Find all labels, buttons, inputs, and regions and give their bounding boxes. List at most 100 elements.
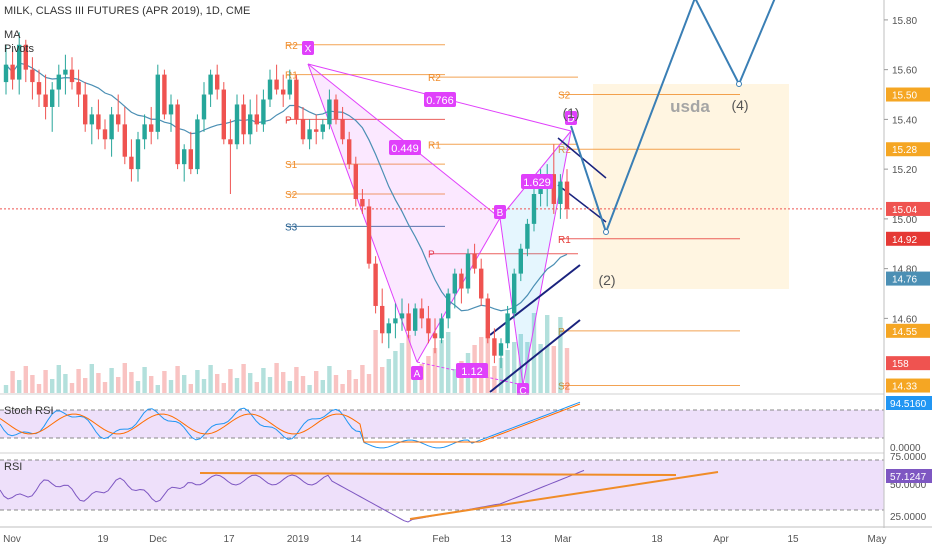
rsi-title[interactable]: RSI	[4, 461, 22, 473]
candle-body[interactable]	[36, 82, 42, 95]
candle-body[interactable]	[294, 79, 299, 120]
candle-body[interactable]	[300, 119, 306, 140]
candle-body[interactable]	[287, 79, 292, 95]
candle-body[interactable]	[333, 99, 339, 120]
candle-body[interactable]	[175, 104, 180, 165]
candle-body[interactable]	[195, 119, 200, 170]
volume-bar	[50, 379, 55, 393]
candle-body[interactable]	[102, 129, 108, 140]
candle-body[interactable]	[83, 94, 88, 125]
candle-body[interactable]	[452, 273, 457, 294]
candle-body[interactable]	[142, 124, 147, 140]
candle-body[interactable]	[17, 44, 22, 80]
volume-bar	[360, 365, 365, 393]
candle-body[interactable]	[23, 44, 28, 70]
candle-body[interactable]	[234, 104, 240, 145]
candle-body[interactable]	[96, 114, 101, 130]
candle-body[interactable]	[89, 114, 94, 125]
candle-body[interactable]	[215, 74, 220, 90]
candle-body[interactable]	[459, 273, 464, 289]
candle-body[interactable]	[531, 194, 537, 224]
candle-body[interactable]	[538, 189, 543, 195]
candle-body[interactable]	[281, 89, 286, 95]
candle-body[interactable]	[386, 323, 391, 334]
candle-body[interactable]	[551, 174, 556, 204]
candle-body[interactable]	[116, 114, 121, 125]
candle-body[interactable]	[465, 253, 471, 289]
ma-indicator-label[interactable]: MA	[4, 29, 21, 41]
candle-body[interactable]	[373, 263, 378, 306]
candle-body[interactable]	[360, 198, 365, 207]
candle-body[interactable]	[76, 82, 81, 95]
candle-body[interactable]	[340, 119, 345, 140]
candle-body[interactable]	[380, 305, 385, 334]
candle-body[interactable]	[241, 104, 246, 135]
candle-body[interactable]	[314, 129, 319, 132]
time-label: Mar	[554, 534, 572, 545]
candle-body[interactable]	[135, 139, 141, 170]
candle-body[interactable]	[353, 164, 358, 199]
candle-body[interactable]	[327, 99, 332, 125]
candle-body[interactable]	[479, 268, 484, 299]
candle-body[interactable]	[564, 181, 570, 209]
candle-body[interactable]	[366, 206, 372, 264]
stoch-rsi-title[interactable]: Stoch RSI	[4, 405, 54, 417]
candle-body[interactable]	[518, 248, 523, 274]
candle-body[interactable]	[43, 94, 48, 107]
candle-body[interactable]	[188, 149, 193, 170]
candle-body[interactable]	[129, 156, 134, 170]
candle-body[interactable]	[558, 181, 563, 204]
candle-body[interactable]	[69, 69, 75, 83]
candle-body[interactable]	[63, 69, 68, 75]
price-axis[interactable]: 15.80 15.60 15.40 15.20 15.00 14.80 14.60	[884, 16, 917, 325]
candle-body[interactable]	[228, 139, 233, 145]
candle-body[interactable]	[155, 74, 160, 132]
candle-body[interactable]	[56, 74, 61, 90]
candle-body[interactable]	[413, 308, 418, 331]
candle-body[interactable]	[162, 74, 167, 115]
volume-bar	[109, 368, 114, 393]
candle-body[interactable]	[10, 64, 15, 80]
candle-body[interactable]	[168, 104, 174, 115]
candle-body[interactable]	[30, 69, 35, 83]
candle-body[interactable]	[182, 149, 187, 165]
candle-body[interactable]	[221, 89, 226, 140]
candle-body[interactable]	[419, 308, 424, 319]
candle-body[interactable]	[446, 293, 451, 319]
candle-body[interactable]	[512, 273, 517, 314]
candle-body[interactable]	[485, 298, 490, 339]
candle-body[interactable]	[393, 318, 398, 324]
candle-body[interactable]	[426, 318, 431, 334]
candle-body[interactable]	[406, 313, 411, 331]
candle-body[interactable]	[254, 114, 259, 125]
candle-body[interactable]	[149, 124, 154, 132]
candle-body[interactable]	[307, 129, 312, 140]
candle-body[interactable]	[248, 114, 253, 135]
candle-body[interactable]	[525, 223, 530, 249]
candle-body[interactable]	[472, 253, 477, 269]
candle-body[interactable]	[3, 64, 9, 83]
volume-bar	[241, 364, 246, 393]
candle-body[interactable]	[274, 79, 279, 90]
time-axis[interactable]: Nov 19 Dec 17 2019 14 Feb 13 Mar 18 Apr 15 May	[3, 534, 886, 545]
candle-body[interactable]	[439, 318, 444, 339]
candle-body[interactable]	[347, 139, 352, 165]
candle-body[interactable]	[267, 79, 273, 100]
pattern-point-a: A	[414, 369, 421, 380]
candle-body[interactable]	[498, 343, 504, 356]
candle-body[interactable]	[50, 89, 55, 107]
candle-body[interactable]	[122, 124, 127, 157]
pivots-indicator-label[interactable]: Pivots	[4, 43, 34, 55]
candle-body[interactable]	[261, 99, 266, 125]
candle-body[interactable]	[399, 313, 405, 319]
candle-body[interactable]	[201, 94, 207, 120]
candle-body[interactable]	[208, 74, 213, 95]
candle-body[interactable]	[432, 333, 438, 339]
candlesticks[interactable]	[3, 32, 570, 369]
stoch-rsi-band	[0, 410, 884, 438]
candle-body[interactable]	[492, 338, 497, 356]
candle-body[interactable]	[505, 313, 510, 344]
candle-body[interactable]	[109, 114, 114, 140]
candle-body[interactable]	[320, 124, 325, 132]
